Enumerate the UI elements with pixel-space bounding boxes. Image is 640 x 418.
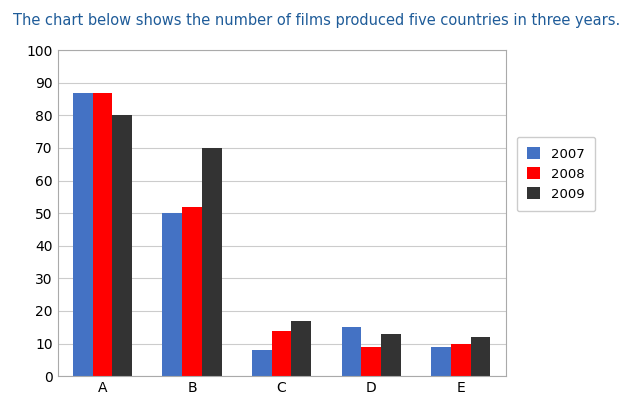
Bar: [470, 337, 490, 376]
Legend: 2007, 2008, 2009: 2007, 2008, 2009: [516, 137, 595, 212]
Bar: [163, 213, 182, 376]
Bar: [93, 92, 112, 376]
Bar: [291, 321, 311, 376]
Bar: [272, 331, 291, 376]
Bar: [252, 350, 272, 376]
Bar: [362, 347, 381, 376]
Bar: [73, 92, 93, 376]
Bar: [202, 148, 221, 376]
Bar: [381, 334, 401, 376]
Text: The chart below shows the number of films produced five countries in three years: The chart below shows the number of film…: [13, 13, 620, 28]
Bar: [342, 327, 362, 376]
Bar: [182, 206, 202, 376]
Bar: [112, 115, 132, 376]
Bar: [431, 347, 451, 376]
Bar: [451, 344, 470, 376]
